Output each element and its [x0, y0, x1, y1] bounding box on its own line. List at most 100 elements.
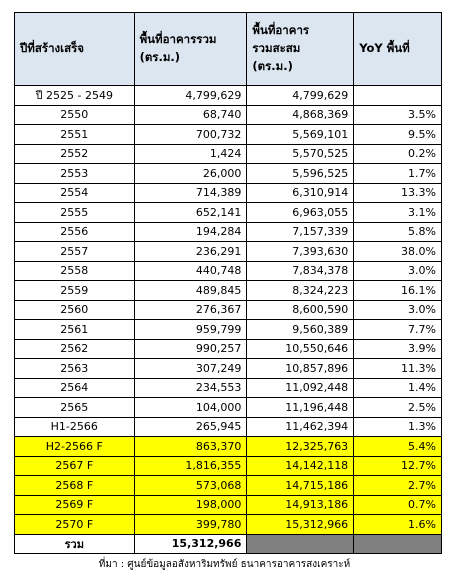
table-cell: 265,945 [133, 416, 248, 437]
table-cell: 11,196,448 [246, 397, 355, 418]
table-cell: H1-2566 [14, 416, 135, 437]
table-row: 2551 700,732 5,569,101 9.5% [14, 124, 442, 145]
table-cell: 2560 [14, 299, 135, 320]
table-row: 2553 26,000 5,596,525 1.7% [14, 163, 442, 184]
table-cell: 8,600,590 [246, 299, 355, 320]
table-cell: 1.4% [353, 377, 442, 398]
table-cell: 3.0% [353, 299, 442, 320]
table-cell: 2556 [14, 221, 135, 242]
table-cell: 700,732 [133, 124, 248, 145]
table-cell: 5.8% [353, 221, 442, 242]
table-cell: 2558 [14, 260, 135, 281]
data-table: ปีที่สร้างเสร็จ พื้นที่อาคารรวม (ตร.ม.) พื… [14, 12, 442, 554]
table-cell: 489,845 [133, 280, 248, 301]
table-cell: 1,816,355 [133, 455, 248, 476]
table-cell: 7,393,630 [246, 241, 355, 262]
table-cell: 399,780 [133, 514, 248, 535]
table-cell: 573,068 [133, 475, 248, 496]
total-label: รวม [14, 533, 135, 554]
table-cell: 3.1% [353, 202, 442, 223]
table-cell: 9.5% [353, 124, 442, 145]
table-cell: 7,834,378 [246, 260, 355, 281]
table-cell: 0.2% [353, 143, 442, 164]
table-cell: 198,000 [133, 494, 248, 515]
table-cell: 440,748 [133, 260, 248, 281]
table-row: H1-2566 265,945 11,462,394 1.3% [14, 416, 442, 437]
table-cell: 12.7% [353, 455, 442, 476]
table-cell: 7.7% [353, 319, 442, 340]
table-cell: 5,569,101 [246, 124, 355, 145]
table-row: 2550 68,740 4,868,369 3.5% [14, 104, 442, 125]
table-row: H2-2566 F 863,370 12,325,763 5.4% [14, 436, 442, 457]
table-cell: 14,142,118 [246, 455, 355, 476]
table-cell: 2.5% [353, 397, 442, 418]
table-cell: 2570 F [14, 514, 135, 535]
table-cell: 104,000 [133, 397, 248, 418]
table-cell: 4,868,369 [246, 104, 355, 125]
table-cell: 2569 F [14, 494, 135, 515]
table-cell: 2561 [14, 319, 135, 340]
table-cell: 863,370 [133, 436, 248, 457]
table-cell: 14,913,186 [246, 494, 355, 515]
table-cell: 2555 [14, 202, 135, 223]
table-row: 2555 652,141 6,963,055 3.1% [14, 202, 442, 223]
table-cell: 2564 [14, 377, 135, 398]
table-cell: 1.3% [353, 416, 442, 437]
blank-cell [353, 533, 442, 554]
table-cell: 3.0% [353, 260, 442, 281]
table-cell: 5,596,525 [246, 163, 355, 184]
table-row: 2562 990,257 10,550,646 3.9% [14, 338, 442, 359]
table-row: 2560 276,367 8,600,590 3.0% [14, 299, 442, 320]
table-cell: 990,257 [133, 338, 248, 359]
table-row: 2570 F 399,780 15,312,966 1.6% [14, 514, 442, 535]
table-row: 2552 1,424 5,570,525 0.2% [14, 143, 442, 164]
table-cell: 3.5% [353, 104, 442, 125]
table-cell: 10,857,896 [246, 358, 355, 379]
table-cell: 2553 [14, 163, 135, 184]
header-row: ปีที่สร้างเสร็จ พื้นที่อาคารรวม (ตร.ม.) พื… [14, 12, 442, 86]
header-cell: พื้นที่อาคารรวม (ตร.ม.) [133, 12, 248, 86]
table-cell: 959,799 [133, 319, 248, 340]
table-cell: 68,740 [133, 104, 248, 125]
table-row: 2564 234,553 11,092,448 1.4% [14, 377, 442, 398]
table-cell: 5,570,525 [246, 143, 355, 164]
table-row: 2557 236,291 7,393,630 38.0% [14, 241, 442, 262]
table-cell: 38.0% [353, 241, 442, 262]
table-cell: 1.7% [353, 163, 442, 184]
table-cell: 5.4% [353, 436, 442, 457]
table-cell: 276,367 [133, 299, 248, 320]
table-row: 2556 194,284 7,157,339 5.8% [14, 221, 442, 242]
table-cell: 6,310,914 [246, 182, 355, 203]
table-cell: 4,799,629 [246, 85, 355, 106]
table-cell: 2565 [14, 397, 135, 418]
table-row: 2558 440,748 7,834,378 3.0% [14, 260, 442, 281]
table-cell: 3.9% [353, 338, 442, 359]
table-cell: 2563 [14, 358, 135, 379]
table-cell: 2554 [14, 182, 135, 203]
table-cell: 7,157,339 [246, 221, 355, 242]
total-value: 15,312,966 [133, 533, 248, 554]
table-cell: 2551 [14, 124, 135, 145]
table-cell: 307,249 [133, 358, 248, 379]
table-cell: 0.7% [353, 494, 442, 515]
table-row: 2559 489,845 8,324,223 16.1% [14, 280, 442, 301]
table-cell: 26,000 [133, 163, 248, 184]
table-cell: 2.7% [353, 475, 442, 496]
header-cell: YoY พื้นที่ [353, 12, 442, 86]
table-cell: 2568 F [14, 475, 135, 496]
table-row: 2561 959,799 9,560,389 7.7% [14, 319, 442, 340]
header-cell: พื้นที่อาคาร รวมสะสม (ตร.ม.) [246, 12, 355, 86]
total-row: รวม 15,312,966 [14, 533, 442, 554]
table-row: 2567 F 1,816,355 14,142,118 12.7% [14, 455, 442, 476]
table-cell: 11,462,394 [246, 416, 355, 437]
table-cell: 2557 [14, 241, 135, 262]
table-cell: 714,389 [133, 182, 248, 203]
table-row: 2569 F 198,000 14,913,186 0.7% [14, 494, 442, 515]
blank-cell [246, 533, 355, 554]
source-note: ที่มา : ศูนย์ข้อมูลอสังหาริมทรัพย์ ธนาคา… [98, 559, 351, 570]
table-cell: 4,799,629 [133, 85, 248, 106]
table-cell: ปี 2525 - 2549 [14, 85, 135, 106]
table-cell: 236,291 [133, 241, 248, 262]
table-cell: 2552 [14, 143, 135, 164]
table-cell: 12,325,763 [246, 436, 355, 457]
